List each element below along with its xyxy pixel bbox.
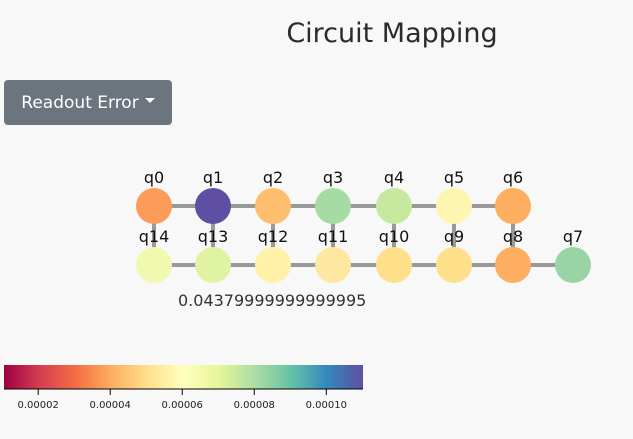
qubit-circle[interactable] — [315, 188, 351, 224]
qubit-label: q9 — [444, 227, 464, 246]
qubit-circle[interactable] — [376, 247, 412, 283]
qubit-label: q14 — [139, 227, 170, 246]
caret-down-icon — [144, 98, 155, 103]
qubit-q5[interactable]: q5 — [436, 168, 472, 224]
qubit-circle[interactable] — [436, 188, 472, 224]
qubit-q14[interactable]: q14 — [136, 227, 172, 283]
qubit-circle[interactable] — [195, 188, 231, 224]
qubit-circle[interactable] — [255, 188, 291, 224]
colorbar-tick-label: 0.00004 — [90, 400, 131, 411]
qubit-label: q8 — [503, 227, 523, 246]
qubit-circle[interactable] — [136, 247, 172, 283]
qubit-q12[interactable]: q12 — [255, 227, 291, 283]
qubit-label: q7 — [563, 227, 583, 246]
qubit-circle[interactable] — [315, 247, 351, 283]
qubit-circle[interactable] — [195, 247, 231, 283]
qubit-q10[interactable]: q10 — [376, 227, 412, 283]
qubit-q1[interactable]: q1 — [195, 168, 231, 224]
qubit-label: q3 — [323, 168, 343, 187]
qubit-label: q11 — [318, 227, 349, 246]
qubit-circle[interactable] — [495, 188, 531, 224]
qubit-label: q13 — [198, 227, 229, 246]
qubit-nodes: q0 q1 q2 q3 q4 q5 q6 q7 q8 q9 q10 q11 q12 q13 q14 — [136, 168, 591, 283]
colorbar-tick-label: 0.00002 — [18, 400, 59, 411]
qubit-label: q4 — [384, 168, 404, 187]
qubit-q9[interactable]: q9 — [436, 227, 472, 283]
colorbar-gradient — [4, 365, 363, 389]
qubit-circle[interactable] — [255, 247, 291, 283]
colorbar-ticks: 0.00002 0.00004 0.00006 0.00008 0.00010 — [18, 389, 347, 411]
qubit-label: q12 — [258, 227, 289, 246]
metric-dropdown-button[interactable]: Readout Error — [4, 80, 172, 125]
qubit-q8[interactable]: q8 — [495, 227, 531, 283]
qubit-label: q5 — [444, 168, 464, 187]
qubit-q11[interactable]: q11 — [315, 227, 351, 283]
qubit-circle[interactable] — [495, 247, 531, 283]
qubit-q7[interactable]: q7 — [555, 227, 591, 283]
colorbar-legend: 0.00002 0.00004 0.00006 0.00008 0.00010 — [4, 365, 363, 411]
colorbar-tick-label: 0.00006 — [162, 400, 203, 411]
qubit-circle[interactable] — [436, 247, 472, 283]
qubit-label: q1 — [203, 168, 223, 187]
qubit-q2[interactable]: q2 — [255, 168, 291, 224]
qubit-label: q6 — [503, 168, 523, 187]
qubit-label: q0 — [144, 168, 164, 187]
qubit-label: q10 — [379, 227, 410, 246]
qubit-q0[interactable]: q0 — [136, 168, 172, 224]
qubit-q13[interactable]: q13 — [195, 227, 231, 283]
colorbar-tick-label: 0.00010 — [306, 400, 347, 411]
colorbar-tick-label: 0.00008 — [234, 400, 275, 411]
qubit-q3[interactable]: q3 — [315, 168, 351, 224]
hover-value-label: 0.04379999999999995 — [178, 291, 366, 310]
qubit-label: q2 — [263, 168, 283, 187]
qubit-q4[interactable]: q4 — [376, 168, 412, 224]
qubit-circle[interactable] — [136, 188, 172, 224]
qubit-circle[interactable] — [555, 247, 591, 283]
dropdown-label: Readout Error — [21, 92, 139, 113]
qubit-q6[interactable]: q6 — [495, 168, 531, 224]
qubit-circle[interactable] — [376, 188, 412, 224]
